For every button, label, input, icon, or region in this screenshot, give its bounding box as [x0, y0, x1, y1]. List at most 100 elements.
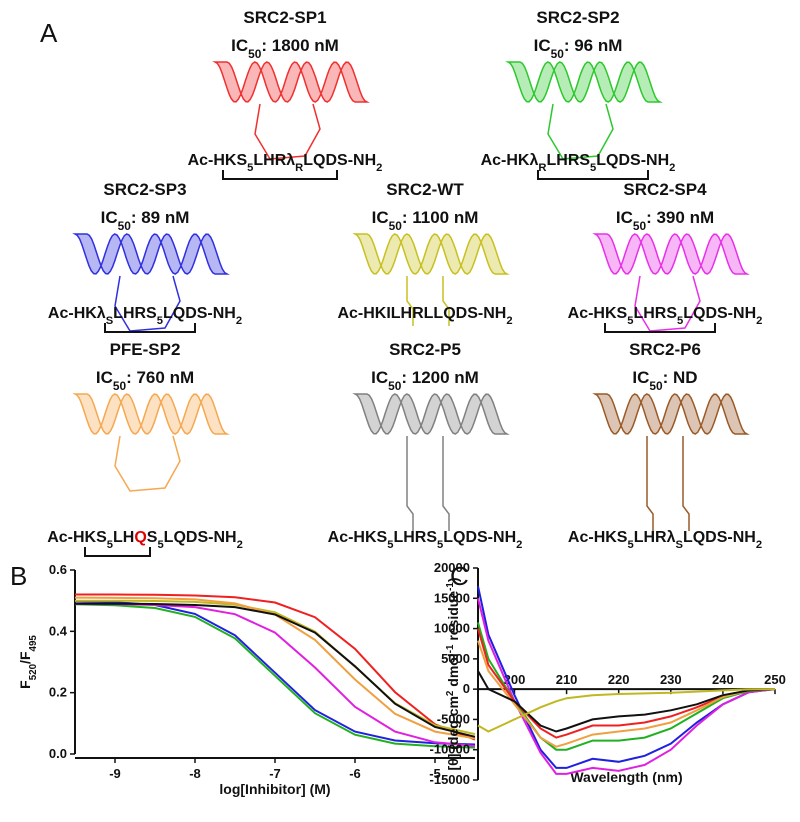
ic50: IC50: ND [632, 368, 697, 393]
text-part: 495 [28, 635, 39, 652]
text-part: /F [17, 651, 33, 664]
text-part: : ND [663, 368, 698, 387]
text-part: IC [632, 368, 649, 387]
panel-label: A [40, 18, 58, 48]
text-part: 2 [445, 690, 456, 696]
text-part: 5 [247, 162, 253, 174]
series-line [477, 622, 776, 751]
x-tick-label: -8 [189, 766, 201, 781]
helix [505, 61, 663, 103]
text-part: dmol [445, 653, 461, 690]
text-part: 2 [236, 315, 242, 327]
text-part: 50 [389, 219, 403, 233]
x-tick-label: -6 [349, 766, 361, 781]
side-chain [646, 436, 654, 531]
text-part: : 1100 nM [402, 208, 479, 227]
text-part: 2 [376, 162, 382, 174]
helix [592, 393, 750, 435]
series-line [477, 640, 776, 748]
text-part: R [538, 162, 546, 174]
helix [592, 233, 750, 275]
peptide-name: SRC2-P5 [389, 340, 461, 359]
text-part: LHRS [393, 529, 437, 546]
text-part: LQDS-NH [443, 529, 516, 546]
text-part: 5 [387, 539, 393, 551]
helix [352, 233, 510, 275]
text-part: Q [134, 529, 146, 546]
side-chain [682, 436, 690, 531]
y-tick-label: 0.0 [49, 746, 67, 761]
y-tick-label: 5000 [441, 651, 470, 666]
text-part: F [17, 680, 33, 689]
sequence: Ac-HKILHRLLQDS-NH2 [337, 305, 512, 327]
text-part: 50 [649, 379, 663, 393]
text-part: Ac-HKS [47, 529, 107, 546]
ic50: IC50: 1200 nM [371, 368, 479, 393]
ic50: IC50: 1100 nM [372, 208, 479, 233]
peptide-name: SRC2-SP3 [103, 180, 186, 199]
y-axis-label: [θ] (deg cm2 dmol-1 residue-1) [445, 577, 462, 770]
text-part: 5 [107, 539, 113, 551]
x-tick-label: 240 [712, 672, 734, 687]
staple-bracket [604, 323, 716, 333]
text-part: LQDS-NH [303, 152, 376, 169]
side-chain [406, 276, 414, 326]
sequence: Ac-HKS5LHRS5LQDS-NH2 [328, 529, 523, 551]
sequence: Ac-HKλRLHRS5LQDS-NH2 [481, 152, 676, 174]
x-tick-label: 220 [608, 672, 630, 687]
text-part: LQDS-NH [683, 305, 756, 322]
text-part: Ac-HKλ [481, 152, 539, 169]
text-part: Ac-HKS [328, 529, 388, 546]
text-part: S [106, 315, 114, 327]
text-part: LHRS [546, 152, 590, 169]
text-part: LQDS-NH [683, 529, 756, 546]
text-part: -1 [445, 644, 456, 653]
text-part: Ac-HKS [188, 152, 248, 169]
ic50: IC50: 390 nM [616, 208, 714, 233]
series-line [75, 599, 476, 736]
text-part: 50 [551, 47, 565, 61]
helix [352, 393, 510, 435]
panel-label: C [450, 561, 469, 591]
text-part: Ac-HKILHRLLQDS-NH [337, 305, 506, 322]
staple-bracket [222, 170, 338, 180]
sequence: Ac-HKS5LHRλRLQDS-NH2 [188, 152, 383, 174]
ic50: IC50: 89 nM [101, 208, 190, 233]
staple [114, 435, 181, 492]
series-line [74, 603, 476, 749]
text-part: 5 [677, 315, 683, 327]
text-part: 5 [627, 539, 633, 551]
series-line [477, 688, 776, 733]
series-line [477, 670, 776, 733]
sequence: Ac-HKS5LHRS5LQDS-NH2 [568, 305, 763, 327]
text-part: 5 [590, 162, 596, 174]
y-tick-label: 0.2 [49, 685, 67, 700]
text-part: 50 [113, 379, 127, 393]
text-part: LH [113, 529, 134, 546]
y-tick-label: -15000 [430, 772, 470, 787]
staple [254, 103, 321, 160]
helix [212, 61, 370, 103]
peptide-name: SRC2-WT [386, 180, 464, 199]
sequence: Ac-HKS5LHRλSLQDS-NH2 [568, 529, 762, 551]
text-part: R [295, 162, 303, 174]
x-tick-label: 250 [764, 672, 786, 687]
text-part: 50 [118, 219, 132, 233]
text-part: IC [96, 368, 113, 387]
sequence: Ac-HKS5LHQS5LQDS-NH2 [47, 529, 243, 551]
text-part: IC [371, 368, 388, 387]
text-part: log[Inhibitor] (M) [219, 781, 330, 797]
text-part: LHRS [113, 305, 157, 322]
x-axis-label: Wavelength (nm) [570, 769, 682, 785]
side-chain [442, 276, 450, 326]
text-part: 5 [627, 315, 633, 327]
text-part: IC [372, 208, 389, 227]
peptide-name: SRC2-SP2 [536, 8, 619, 27]
series-line [75, 593, 476, 741]
side-chain [442, 436, 450, 531]
ic50: IC50: 760 nM [96, 368, 194, 393]
text-part: 5 [157, 315, 163, 327]
text-part: IC [101, 208, 118, 227]
text-part: IC [231, 36, 248, 55]
